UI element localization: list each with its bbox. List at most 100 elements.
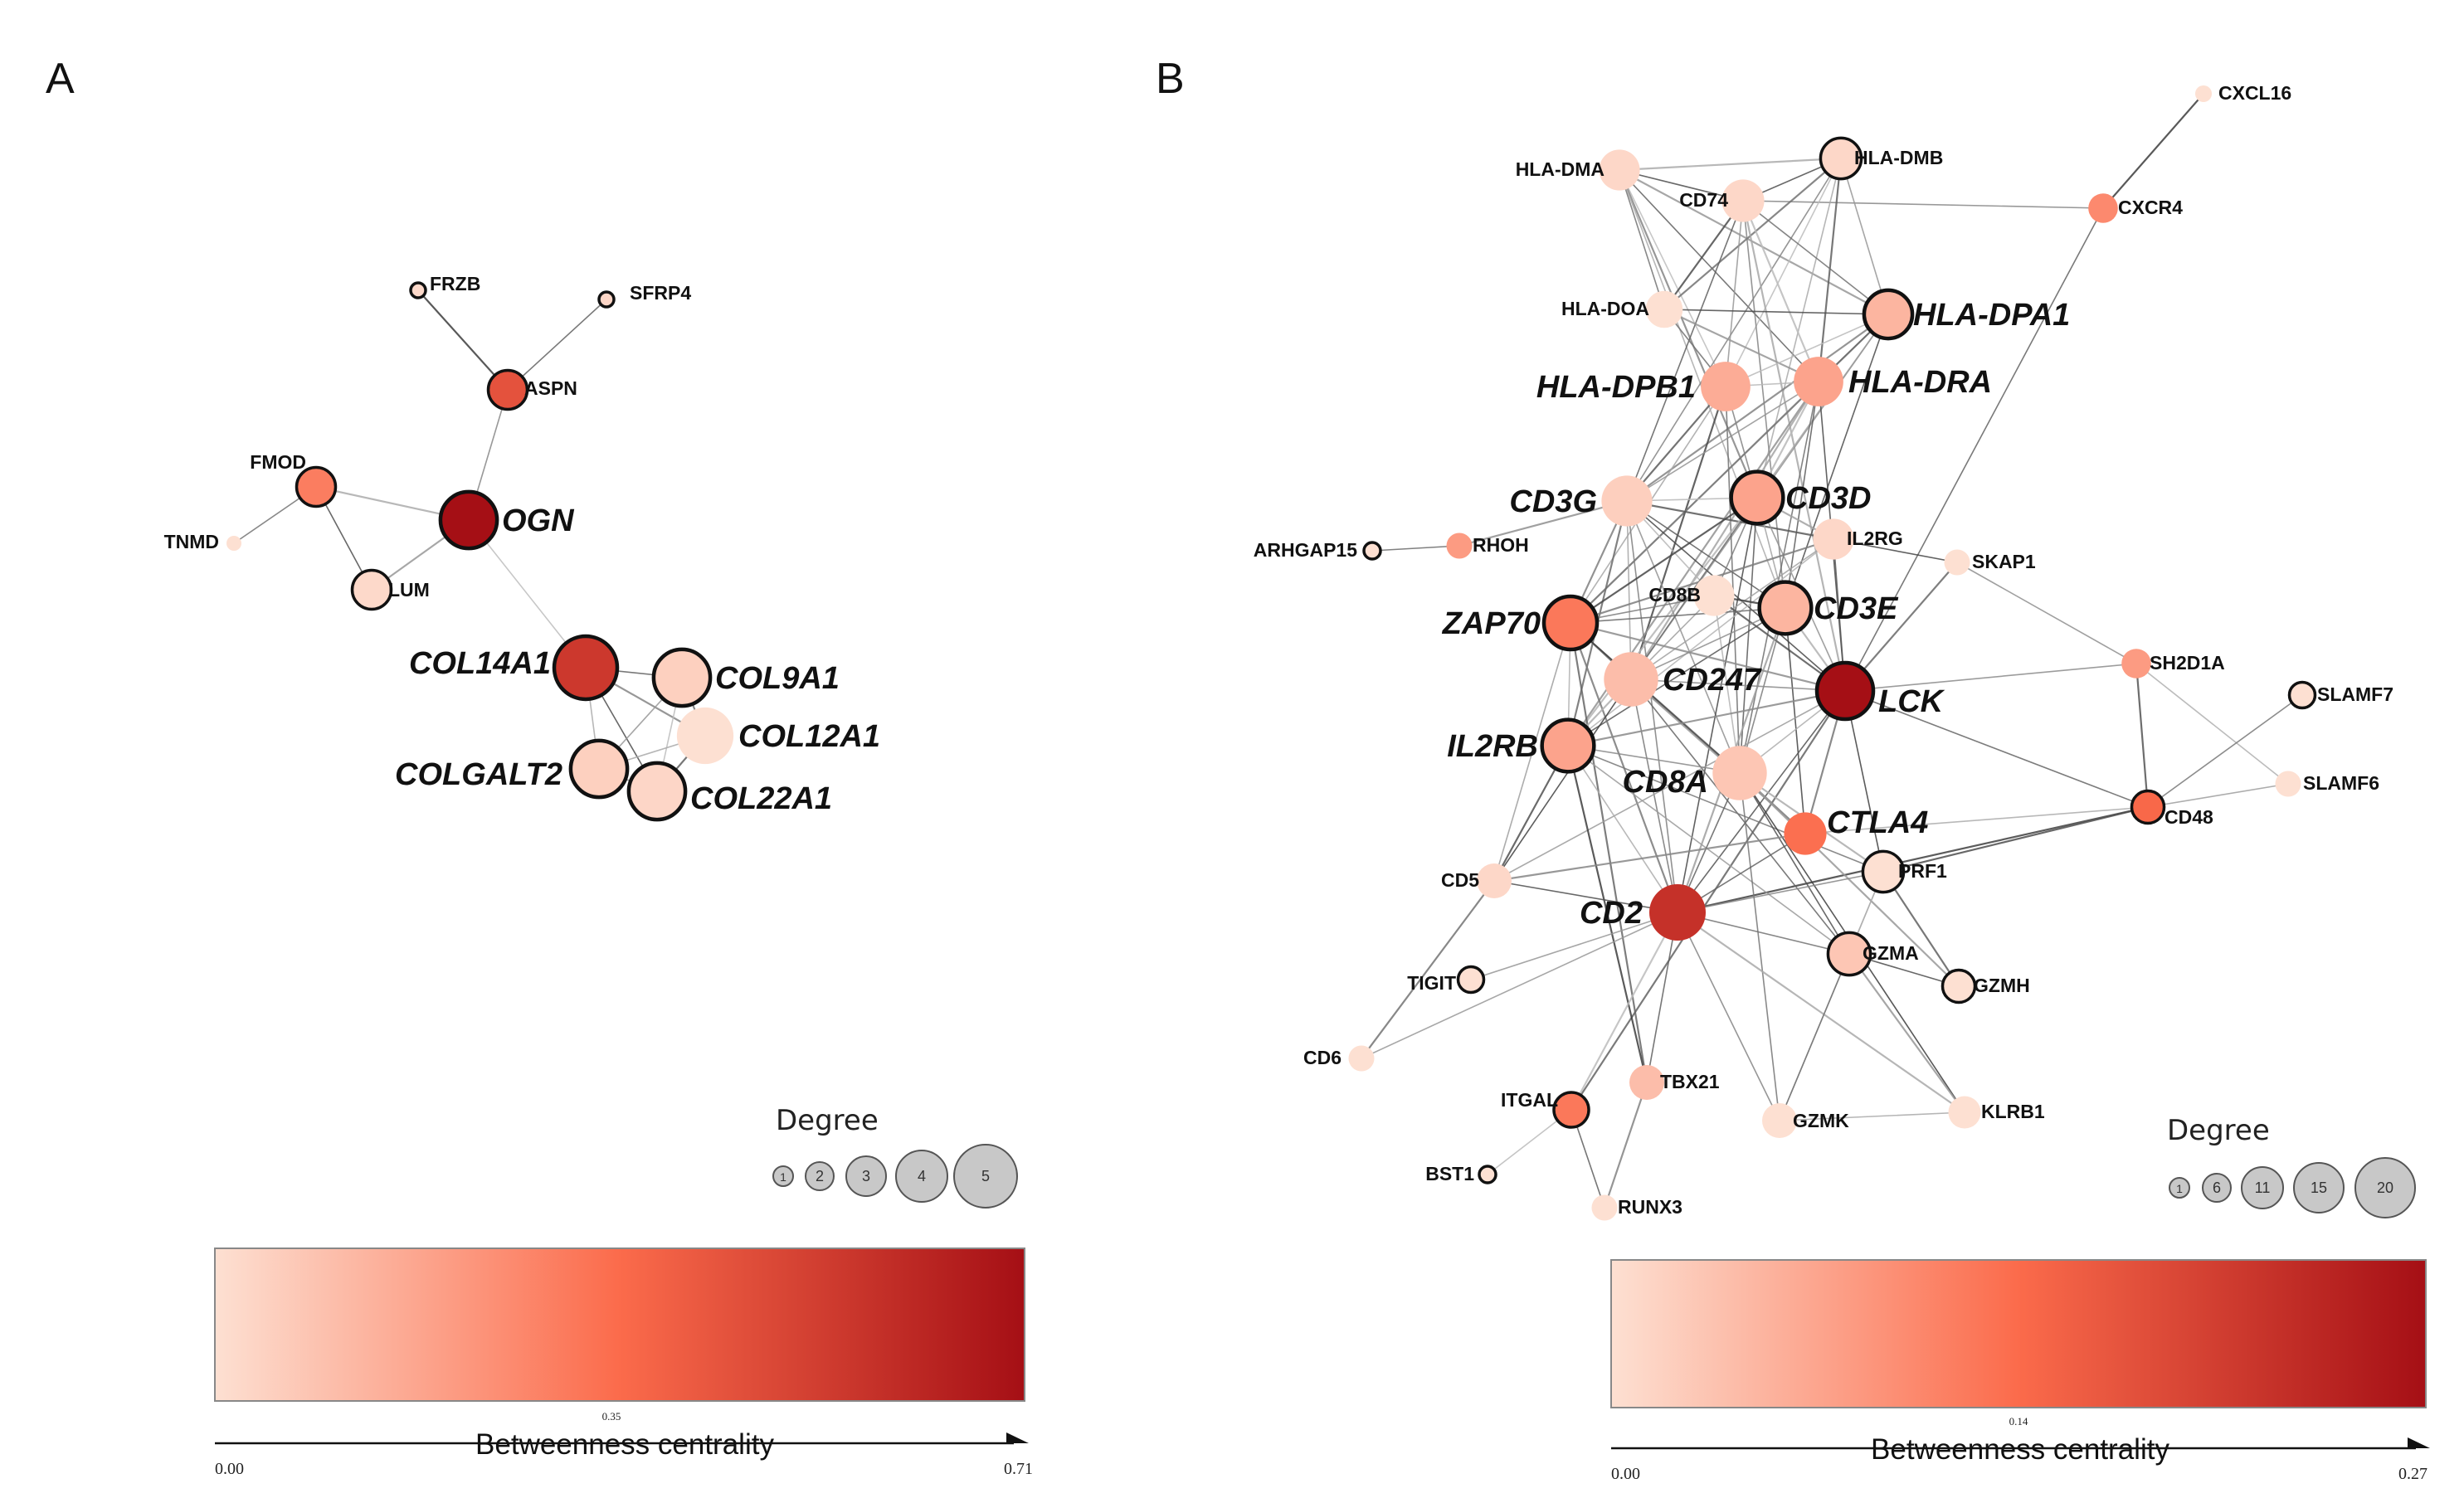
panel-b-bc-title: Betweenness centrality	[1871, 1433, 2169, 1466]
node-arhgap15[interactable]: ARHGAP15	[1254, 539, 1382, 561]
node-cxcr4[interactable]: CXCR4	[2088, 193, 2183, 223]
edge-prf1-gzmh	[1882, 870, 1960, 988]
node-hla-dpb1[interactable]: HLA-DPB1	[1536, 362, 1751, 411]
node-frzb[interactable]: FRZB	[409, 273, 480, 299]
node-frzb-label: FRZB	[430, 273, 480, 294]
node-ctla4[interactable]: CTLA4	[1784, 805, 1928, 855]
node-cd3g-label: CD3G	[1509, 484, 1597, 519]
node-tbx21[interactable]: TBX21	[1629, 1064, 1720, 1101]
node-tigit[interactable]: TIGIT	[1407, 965, 1486, 995]
node-ogn[interactable]: OGN	[438, 489, 575, 551]
node-il2rg-circle	[1813, 518, 1854, 560]
node-skap1[interactable]: SKAP1	[1944, 549, 2036, 576]
edge-hla-dma-cd3d	[1618, 168, 1759, 499]
node-col22a1[interactable]: COL22A1	[626, 761, 832, 822]
node-runx3-label: RUNX3	[1618, 1196, 1682, 1218]
node-col14a1[interactable]: COL14A1	[409, 634, 620, 702]
panel-b-edges	[1360, 92, 2303, 1209]
edge-hla-doa-hla-dra	[1663, 308, 1820, 383]
node-gzmk[interactable]: GZMK	[1761, 1102, 1849, 1139]
node-col12a1[interactable]: COL12A1	[676, 707, 880, 765]
node-cd3e[interactable]: CD3E	[1757, 580, 1899, 636]
node-cd2[interactable]: CD2	[1580, 884, 1706, 941]
node-lum[interactable]: LUM	[350, 568, 430, 611]
node-hla-doa[interactable]: HLA-DOA	[1561, 290, 1683, 328]
node-slamf7[interactable]: SLAMF7	[2287, 680, 2393, 710]
node-il2rg[interactable]: IL2RG	[1813, 518, 1903, 560]
degree-legend-label-2: 2	[816, 1168, 824, 1184]
edge-il2rb-cd8a	[1567, 745, 1741, 774]
node-runx3[interactable]: RUNX3	[1591, 1194, 1682, 1221]
node-lck[interactable]: LCK	[1814, 660, 1945, 722]
node-hla-dma[interactable]: HLA-DMA	[1516, 149, 1640, 191]
edge-cxcr4-lck	[1844, 207, 2104, 692]
edge-sh2d1a-lck	[1844, 663, 2137, 692]
edge-cd3d-cd2	[1677, 497, 1758, 913]
node-cd2-circle	[1649, 884, 1706, 941]
node-cd247-label: CD247	[1663, 663, 1762, 698]
node-gzmk-circle	[1761, 1102, 1798, 1139]
node-cxcl16-label: CXCL16	[2218, 82, 2291, 104]
node-zap70-circle	[1541, 594, 1600, 652]
edge-sfrp4-aspn	[507, 299, 607, 391]
node-bst1[interactable]: BST1	[1425, 1163, 1497, 1184]
node-rhoh[interactable]: RHOH	[1446, 533, 1529, 559]
edge-cd74-hla-dra	[1741, 199, 1820, 383]
node-sfrp4[interactable]: SFRP4	[597, 282, 691, 309]
panel-a-nodes: FRZB SFRP4 ASPN FMOD TNMD LUM OGN COL14A1 COL9A1…	[164, 273, 880, 822]
edge-cd48-lck	[1844, 690, 2149, 808]
node-skap1-label: SKAP1	[1972, 551, 2036, 572]
node-cd3g[interactable]: CD3G	[1509, 475, 1653, 527]
edge-cd2-itgal	[1570, 911, 1679, 1111]
node-cd48[interactable]: CD48	[2130, 789, 2213, 828]
edge-cd2-tigit	[1470, 912, 1678, 980]
panel-b-colorbar	[1610, 1259, 2427, 1408]
node-slamf6[interactable]: SLAMF6	[2275, 771, 2379, 797]
panel-a-degree-title: Degree	[776, 1104, 879, 1137]
edge-gzma-klrb1	[1848, 952, 1966, 1114]
node-cd8b-circle	[1693, 575, 1735, 616]
edge-il2rb-gzma	[1567, 745, 1850, 955]
node-cd6[interactable]: CD6	[1303, 1045, 1375, 1072]
edge-lck-cd2	[1677, 690, 1846, 913]
node-hla-dpa1[interactable]: HLA-DPA1	[1862, 288, 2070, 341]
degree-legend-label-4: 4	[918, 1168, 926, 1184]
edge-hla-doa-hla-dpa1	[1663, 309, 1889, 315]
node-slamf7-circle	[2287, 680, 2317, 710]
node-gzmh[interactable]: GZMH	[1941, 968, 2030, 1004]
edge-hla-dpa1-hla-dpb1	[1725, 314, 1889, 387]
node-cd8b[interactable]: CD8B	[1648, 575, 1735, 616]
node-tnmd[interactable]: TNMD	[164, 531, 241, 552]
node-cd74[interactable]: CD74	[1679, 179, 1765, 222]
node-cxcl16[interactable]: CXCL16	[2195, 82, 2291, 104]
node-colgalt2[interactable]: COLGALT2	[395, 738, 630, 800]
node-cd247[interactable]: CD247	[1604, 652, 1762, 707]
node-col9a1[interactable]: COL9A1	[651, 647, 840, 708]
node-il2rb[interactable]: IL2RB	[1447, 717, 1596, 774]
node-zap70-label: ZAP70	[1442, 606, 1541, 641]
degree-legend-label-5: 5	[981, 1168, 990, 1184]
node-cd8a[interactable]: CD8A	[1623, 746, 1767, 800]
node-gzma[interactable]: GZMA	[1826, 931, 1919, 977]
node-sh2d1a[interactable]: SH2D1A	[2121, 649, 2225, 678]
node-hla-dmb[interactable]: HLA-DMB	[1819, 136, 1943, 181]
edge-hla-dma-hla-dra	[1619, 169, 1819, 382]
node-zap70[interactable]: ZAP70	[1442, 594, 1600, 652]
node-klrb1[interactable]: KLRB1	[1948, 1096, 2045, 1129]
node-cxcr4-circle	[2088, 193, 2118, 223]
node-fmod-circle	[295, 465, 338, 508]
node-aspn-label: ASPN	[524, 377, 577, 399]
edge-cd3g-lck	[1626, 500, 1846, 692]
node-cd5[interactable]: CD5	[1441, 863, 1512, 899]
node-fmod[interactable]: FMOD	[250, 451, 338, 508]
edge-cd247-lck	[1630, 678, 1846, 692]
node-prf1[interactable]: PRF1	[1861, 849, 1947, 894]
edge-cd3g-cd8a	[1626, 500, 1741, 774]
node-cd5-label: CD5	[1441, 869, 1479, 891]
node-aspn[interactable]: ASPN	[486, 368, 577, 411]
node-itgal[interactable]: ITGAL	[1501, 1089, 1590, 1129]
node-hla-dra[interactable]: HLA-DRA	[1794, 357, 1992, 406]
node-tigit-label: TIGIT	[1407, 972, 1456, 994]
node-cd3d[interactable]: CD3D	[1729, 469, 1872, 526]
